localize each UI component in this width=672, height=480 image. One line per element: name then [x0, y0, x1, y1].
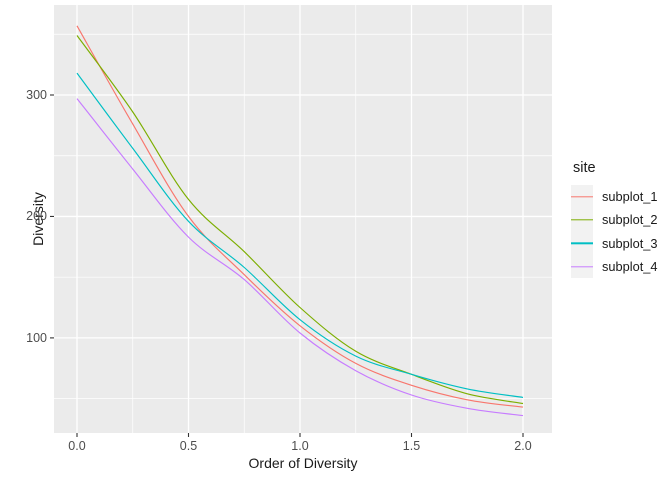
- legend-label: subplot_4: [602, 259, 658, 275]
- legend-key-swatch: [571, 208, 593, 232]
- legend-item-subplot_3: subplot_3: [571, 231, 658, 255]
- series-line-subplot_4: [76, 98, 524, 417]
- legend-key-swatch: [571, 231, 593, 255]
- legend-key-line-icon: [571, 265, 593, 268]
- x-tick-label: 1.0: [291, 439, 309, 453]
- x-tick-label: 0.5: [179, 439, 198, 453]
- legend-title: site: [573, 160, 596, 176]
- x-tick-label: 1.5: [402, 439, 421, 453]
- series-line-subplot_2: [76, 35, 524, 405]
- legend-item-subplot_1: subplot_1: [571, 185, 658, 209]
- legend-key-line-icon: [571, 242, 593, 244]
- y-tick-label: 200: [26, 209, 47, 224]
- x-axis-title: Order of Diversity: [248, 455, 358, 471]
- y-tick-label: 100: [26, 330, 47, 345]
- legend-label: subplot_1: [602, 189, 658, 205]
- series-line-subplot_1: [76, 25, 524, 408]
- legend-key-swatch: [571, 185, 593, 209]
- x-tick-label: 2.0: [514, 439, 532, 453]
- legend-key-swatch: [571, 254, 593, 279]
- x-tick-label: 0.0: [68, 439, 86, 453]
- legend-item-subplot_2: subplot_2: [571, 208, 658, 232]
- plot-panel: [54, 5, 552, 433]
- legend-label: subplot_2: [602, 212, 658, 228]
- legend: site subplot_1 subplot_2 subplot_3 subplot_…: [571, 160, 658, 279]
- legend-item-subplot_4: subplot_4: [571, 254, 658, 279]
- legend-label: subplot_3: [602, 235, 658, 251]
- y-tick-label: 300: [26, 88, 47, 102]
- series-line-subplot_3: [76, 72, 524, 398]
- legend-key-line-icon: [571, 219, 593, 221]
- legend-entries: subplot_1 subplot_2 subplot_3 subplot_4: [571, 185, 658, 279]
- legend-key-line-icon: [571, 195, 593, 198]
